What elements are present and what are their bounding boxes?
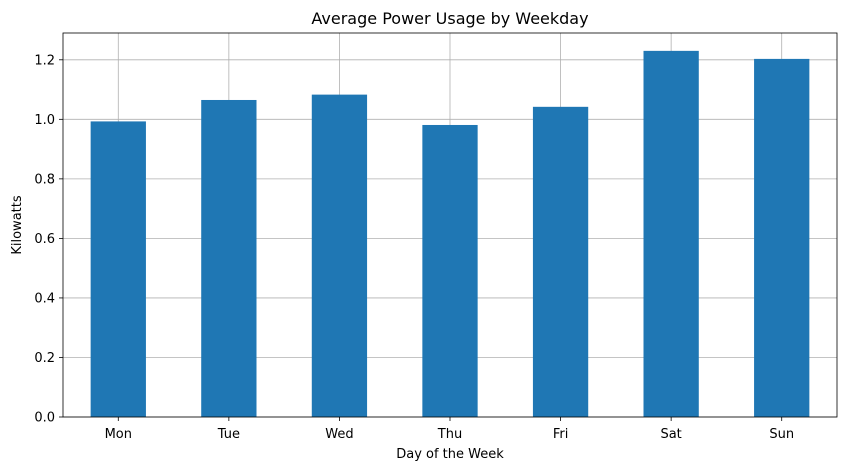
y-tick-label: 0.2 <box>34 351 55 366</box>
y-tick-label: 0.8 <box>34 172 55 187</box>
bar-tue <box>201 99 257 417</box>
x-axis-label: Day of the Week <box>396 447 504 462</box>
bar-sat <box>643 50 699 417</box>
plot-frame <box>62 32 838 418</box>
y-tick-label: 0.0 <box>34 411 55 426</box>
bar-mon <box>90 121 146 417</box>
y-tick-label: 0.4 <box>34 291 55 306</box>
bar-fri <box>532 106 589 418</box>
x-tick-label: Mon <box>105 427 132 442</box>
y-axis-label: Kilowatts <box>10 195 25 254</box>
y-tick-label: 0.6 <box>34 232 55 247</box>
x-tick-label: Fri <box>553 427 569 442</box>
tick-marks <box>59 59 783 421</box>
x-tick-label: Sun <box>769 427 794 442</box>
y-tick-label: 1.0 <box>34 113 55 128</box>
bar-thu <box>422 124 478 418</box>
bar-sun <box>754 58 810 417</box>
y-tick-label: 1.2 <box>34 53 55 68</box>
x-tick-label: Sat <box>660 427 681 442</box>
tick-labels: 0.0 0.2 0.4 0.6 0.8 1.0 1.2 Mon Tue Wed Thu Fri Sat S… <box>34 53 794 442</box>
x-tick-label: Thu <box>437 427 462 442</box>
bar-wed <box>311 94 368 418</box>
x-tick-label: Wed <box>325 427 353 442</box>
bars <box>90 50 810 418</box>
chart-title: Average Power Usage by Weekday <box>311 9 588 28</box>
x-tick-label: Tue <box>217 427 240 442</box>
